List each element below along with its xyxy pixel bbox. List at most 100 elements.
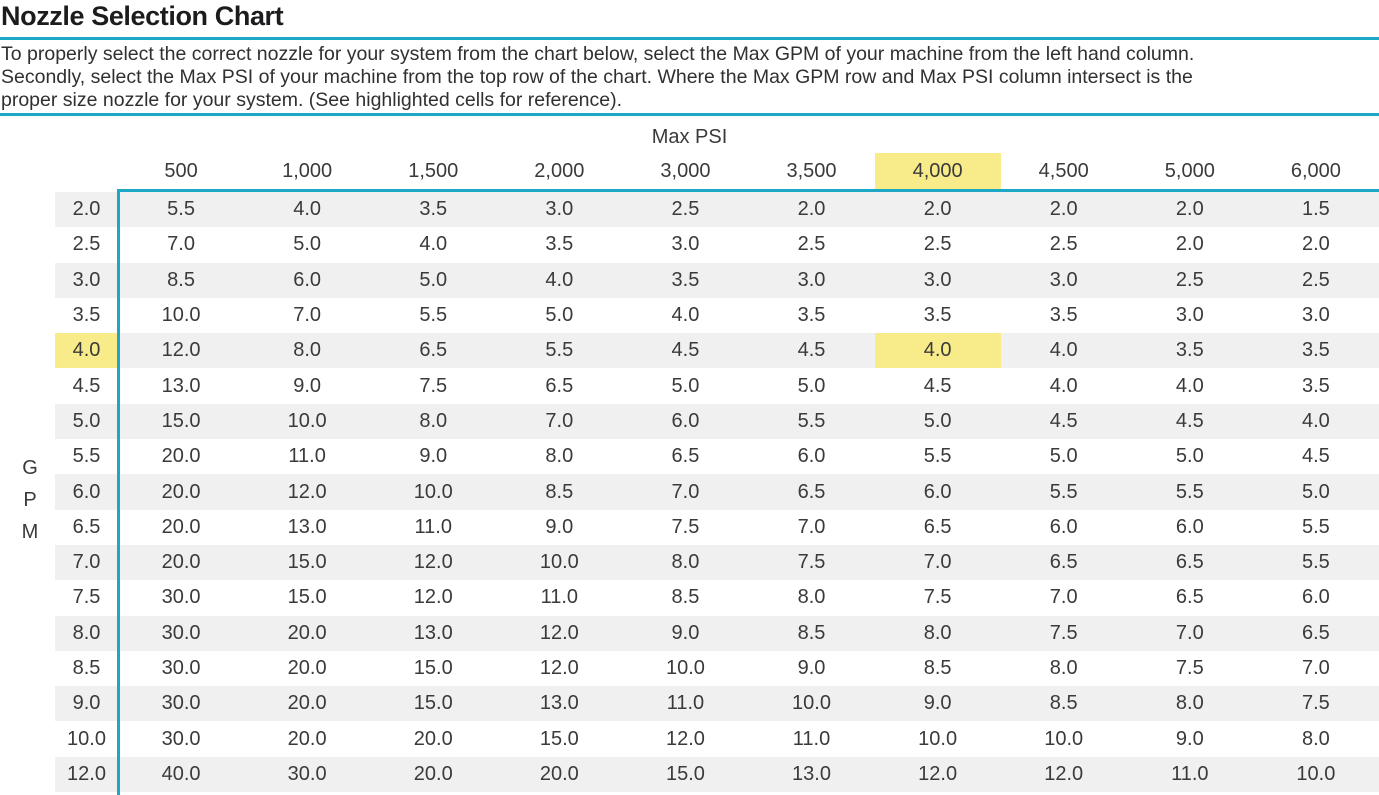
nozzle-size-cell: 10.0 (918, 727, 958, 750)
psi-column-header: 4,000 (874, 153, 1001, 190)
title-divider (0, 37, 1379, 40)
nozzle-size-cell: 8.5 (671, 586, 700, 609)
table-row: 12.0 40.0 30.0 20.0 20.0 15.0 13.0 12.0 12.0 11.0… (55, 756, 1379, 793)
nozzle-size-cell: 20.0 (287, 727, 327, 750)
nozzle-size-cell: 8.0 (797, 586, 826, 609)
nozzle-size-cell: 13.0 (161, 374, 201, 397)
table-row: 6.0 20.0 12.0 10.0 8.5 7.0 6.5 6.0 5.5 5.5 5.0 (55, 474, 1379, 510)
table-row: 3.5 10.0 7.0 5.5 5.0 4.0 3.5 3.5 3.5 3.0 3.0 (55, 298, 1379, 333)
nozzle-size-cell: 11.0 (288, 445, 326, 468)
nozzle-size-cell: 5.0 (797, 374, 826, 397)
gpm-row-header: 7.5 (72, 586, 101, 609)
gpm-row-header: 5.5 (72, 445, 101, 468)
nozzle-size-cell: 13.0 (413, 621, 453, 644)
nozzle-size-cell: 8.5 (923, 657, 952, 679)
instructions-line: proper size nozzle for your system. (See… (1, 89, 623, 111)
nozzle-size-cell: 15.0 (287, 586, 327, 609)
gpm-row-header: 4.5 (72, 374, 101, 397)
nozzle-size-cell: 6.5 (671, 445, 700, 468)
table-row: 9.0 30.0 20.0 15.0 13.0 11.0 10.0 9.0 8.5 8.0 7.5 (55, 686, 1379, 722)
nozzle-size-cell: 4.5 (1175, 409, 1204, 432)
table-row: 10.0 30.0 20.0 20.0 15.0 12.0 11.0 10.0 10.0 9.0 8… (55, 721, 1379, 756)
table-row: 2.0 5.5 4.0 3.5 3.0 2.5 2.0 2.0 2.0 2.0 1.5 (55, 192, 1379, 228)
nozzle-size-cell: 7.5 (923, 586, 952, 609)
nozzle-size-cell: 2.0 (1301, 233, 1330, 256)
nozzle-size-cell: 3.0 (1175, 304, 1204, 327)
nozzle-size-cell: 5.5 (1175, 480, 1204, 503)
nozzle-size-cell: 7.5 (1301, 692, 1330, 715)
nozzle-size-cell: 13.0 (539, 692, 579, 715)
nozzle-size-cell: 2.5 (671, 198, 700, 221)
instructions-line: To properly select the correct nozzle fo… (1, 43, 1195, 65)
nozzle-size-cell: 4.0 (545, 268, 574, 291)
nozzle-size-cell: 3.5 (1301, 339, 1330, 362)
table-row: 5.5 20.0 11.0 9.0 8.0 6.5 6.0 5.5 5.0 5.0 4.5 (55, 439, 1379, 474)
gpm-row-header: 12.0 (67, 762, 106, 785)
nozzle-size-cell: 7.0 (167, 233, 195, 256)
nozzle-size-cell: 5.0 (1175, 445, 1204, 468)
nozzle-size-cell: 7.0 (293, 304, 322, 327)
nozzle-size-cell: 6.5 (1175, 586, 1204, 609)
gpm-row-header: 10.0 (67, 727, 106, 750)
nozzle-size-cell: 11.0 (414, 515, 452, 538)
nozzle-size-cell: 15.0 (413, 657, 453, 679)
nozzle-size-cell: 8.0 (671, 551, 700, 574)
nozzle-size-cell: 9.0 (797, 657, 826, 679)
nozzle-size-cell: 2.5 (923, 233, 952, 256)
table-left-border (117, 189, 120, 795)
nozzle-size-cell: 3.5 (671, 268, 700, 291)
gpm-axis-letter: G (22, 457, 38, 479)
nozzle-size-cell: 6.5 (545, 374, 574, 397)
gpm-row-header: 7.0 (72, 551, 101, 574)
nozzle-size-cell: 1.5 (1301, 198, 1330, 221)
nozzle-size-cell: 4.0 (874, 333, 1001, 369)
nozzle-size-cell: 3.5 (545, 233, 574, 256)
nozzle-size-cell: 8.0 (545, 445, 574, 468)
nozzle-size-cell: 5.5 (545, 339, 574, 362)
nozzle-size-cell: 6.5 (1301, 621, 1330, 644)
nozzle-size-cell: 11.0 (666, 692, 705, 715)
nozzle-size-cell: 15.0 (413, 692, 453, 715)
nozzle-size-cell: 4.5 (923, 374, 952, 397)
nozzle-size-cell: 3.0 (1049, 268, 1078, 291)
nozzle-size-cell: 20.0 (539, 762, 579, 785)
nozzle-size-cell: 8.0 (293, 339, 322, 362)
gpm-row-header: 8.5 (72, 657, 101, 679)
nozzle-size-cell: 5.0 (923, 409, 952, 432)
nozzle-size-cell: 6.0 (293, 268, 322, 291)
nozzle-size-cell: 30.0 (161, 727, 201, 750)
nozzle-size-cell: 10.0 (287, 409, 327, 432)
nozzle-size-cell: 10.0 (1044, 727, 1084, 750)
nozzle-size-cell: 10.0 (792, 692, 831, 715)
nozzle-size-cell: 12.0 (539, 657, 579, 679)
nozzle-size-cell: 12.0 (665, 727, 705, 750)
nozzle-size-cell: 8.5 (797, 621, 826, 644)
nozzle-size-cell: 30.0 (161, 621, 201, 644)
nozzle-size-cell: 5.0 (419, 268, 448, 291)
nozzle-size-cell: 7.0 (923, 551, 952, 574)
psi-column-header: 3,000 (660, 160, 711, 182)
table-row: 6.5 20.0 13.0 11.0 9.0 7.5 7.0 6.5 6.0 6.0 5.5 (55, 510, 1379, 545)
nozzle-size-cell: 20.0 (161, 551, 201, 574)
nozzle-size-cell: 11.0 (792, 727, 831, 750)
nozzle-size-cell: 7.5 (671, 515, 700, 538)
nozzle-size-cell: 4.0 (1049, 339, 1078, 362)
psi-header-row: 500 1,000 1,500 2,000 3,000 3,500 4,000 4,500 5,… (118, 153, 1379, 190)
nozzle-size-cell: 2.0 (1049, 198, 1078, 221)
nozzle-size-cell: 6.0 (1175, 515, 1204, 538)
nozzle-size-cell: 4.5 (1049, 409, 1078, 432)
nozzle-size-cell: 6.5 (1049, 551, 1078, 574)
nozzle-size-cell: 12.0 (413, 551, 453, 574)
nozzle-size-cell: 6.5 (419, 339, 448, 362)
nozzle-size-cell: 3.0 (797, 268, 826, 291)
gpm-row-header: 4.0 (55, 333, 118, 369)
nozzle-size-cell: 20.0 (413, 762, 453, 785)
nozzle-size-cell: 2.0 (923, 198, 952, 221)
nozzle-size-cell: 6.5 (1175, 551, 1204, 574)
psi-column-header: 3,500 (786, 160, 837, 182)
nozzle-size-cell: 7.0 (545, 409, 574, 432)
nozzle-size-cell: 15.0 (539, 727, 579, 750)
nozzle-size-cell: 30.0 (161, 657, 201, 679)
instructions-divider (0, 113, 1379, 116)
